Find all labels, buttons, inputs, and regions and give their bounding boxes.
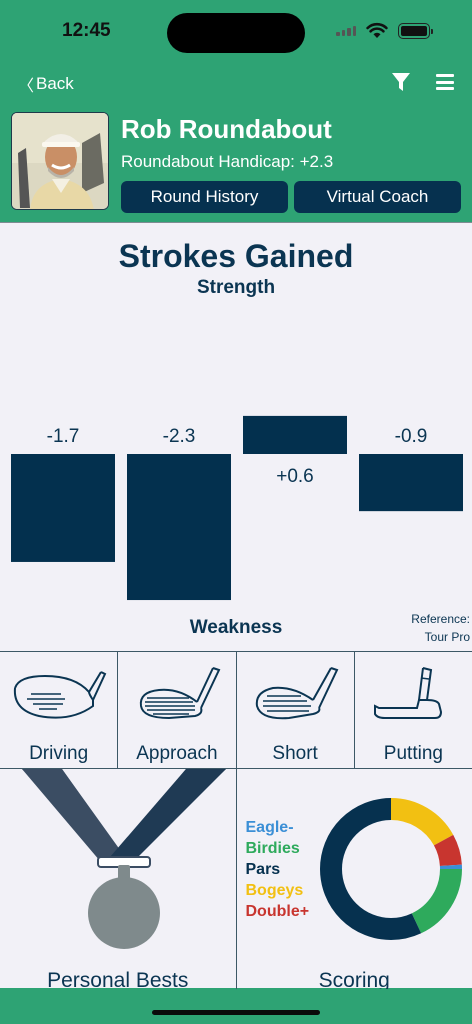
status-time: 12:45 [62,20,111,41]
legend-item: Eagle- [245,819,294,836]
legend-item: Bogeys [245,882,304,899]
bar-value-label: -0.9 [395,426,428,447]
bar-short[interactable] [243,415,347,454]
back-button[interactable]: 〈 Back [18,72,74,96]
reference-value: Tour Pro [424,630,470,644]
medal-icon [22,769,226,949]
category-putting[interactable]: Putting [355,652,472,768]
handicap-text: Roundabout Handicap: +2.3 [121,152,334,171]
reference-note: Reference: Tour Pro [411,610,470,646]
back-label: Back [36,74,74,93]
avatar[interactable] [11,112,109,210]
scoring-label: Scoring [318,969,390,989]
category-driving[interactable]: Driving [0,652,119,768]
virtual-coach-button[interactable]: Virtual Coach [294,181,461,213]
scoring-tile[interactable]: Eagle- Birdies Pars Bogeys Double+ Scoring [237,769,472,989]
category-label: Approach [136,743,218,764]
dynamic-island [167,13,305,53]
wedge-club-icon [255,667,339,720]
legend-item: Double+ [245,903,310,920]
category-label: Putting [383,743,443,764]
status-bar: 12:45 [0,0,472,64]
personal-bests-tile[interactable]: Personal Bests [0,769,237,989]
battery-icon [398,23,433,39]
bar-value-label: -1.7 [47,426,80,447]
home-indicator [152,1010,320,1015]
bar-value-label: +0.6 [276,466,314,487]
golfer-portrait-icon [12,113,108,209]
donut-slice-pars [319,798,462,940]
weakness-label: Weakness [189,617,283,638]
category-approach[interactable]: Approach [118,652,237,768]
strength-label: Strength [196,277,276,298]
legend-item: Birdies [245,840,300,857]
strokes-gained-title: Strokes Gained [118,238,354,274]
player-name: Rob Roundabout [121,114,332,144]
legend-item: Pars [245,861,281,878]
bar-driving[interactable] [11,454,115,562]
category-label: Driving [29,743,89,764]
wifi-icon [366,22,388,38]
donut-slice-eagle [319,798,462,940]
driver-club-icon [13,671,106,719]
category-short[interactable]: Short [237,652,355,768]
reference-label: Reference: [411,612,470,626]
bar-putting[interactable] [359,454,463,512]
scoring-legend: Eagle- Birdies Pars Bogeys Double+ [246,817,310,922]
filter-icon[interactable] [391,72,411,92]
strokes-gained-chart[interactable]: -1.7 -2.3 +0.6 -0.9 [0,223,472,653]
bottom-tiles: Personal Bests Eagle- Birdies Pars Bogeys Do… [0,769,472,989]
category-grid: Driving Approach [0,651,472,769]
cellular-signal-icon [336,26,356,36]
menu-icon[interactable] [436,74,454,90]
main-card: Strokes Gained Strength -1.7 -2.3 +0.6 -0.9… [0,222,472,989]
bar-approach[interactable] [127,454,231,601]
category-label: Short [272,743,318,764]
round-history-button[interactable]: Round History [121,181,288,213]
iron-club-icon [139,667,221,720]
chevron-left-icon: 〈 [18,78,35,95]
personal-bests-label: Personal Bests [47,969,189,989]
scoring-donut-chart [319,798,462,940]
putter-club-icon [374,667,443,719]
bar-value-label: -2.3 [163,426,196,447]
